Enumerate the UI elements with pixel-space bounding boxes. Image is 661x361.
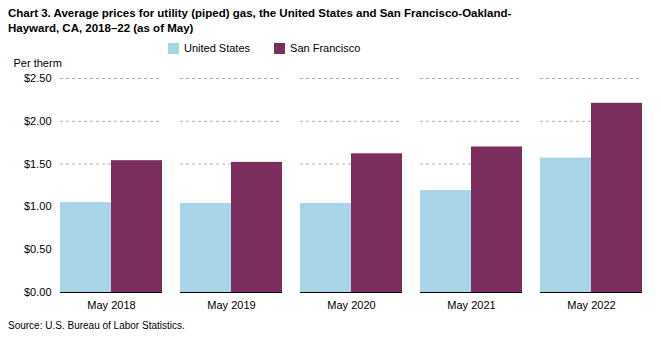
html-text:United States: United States <box>184 42 250 54</box>
html-text:Chart 3. Average prices for ut: Chart 3. Average prices for utility (pip… <box>8 7 512 34</box>
svg-text:$1.50: $1.50 <box>24 158 52 170</box>
svg-text:$0.50: $0.50 <box>24 243 52 255</box>
svg-text:May 2021: May 2021 <box>447 299 495 311</box>
svg-text:$1.00: $1.00 <box>24 200 52 212</box>
html-text:Source: U.S. Bureau of Labor S: Source: U.S. Bureau of Labor Statistics. <box>8 320 185 331</box>
svg-text:May 2018: May 2018 <box>87 299 135 311</box>
svg-text:$2.50: $2.50 <box>24 72 52 84</box>
svg-text:May 2020: May 2020 <box>327 299 375 311</box>
svg-text:May 2019: May 2019 <box>207 299 255 311</box>
html-text:San Francisco: San Francisco <box>290 42 361 54</box>
svg-text:$0.00: $0.00 <box>24 286 52 298</box>
svg-text:Per therm: Per therm <box>14 57 62 69</box>
svg-text:$2.00: $2.00 <box>24 115 52 127</box>
svg-text:May 2022: May 2022 <box>567 299 615 311</box>
